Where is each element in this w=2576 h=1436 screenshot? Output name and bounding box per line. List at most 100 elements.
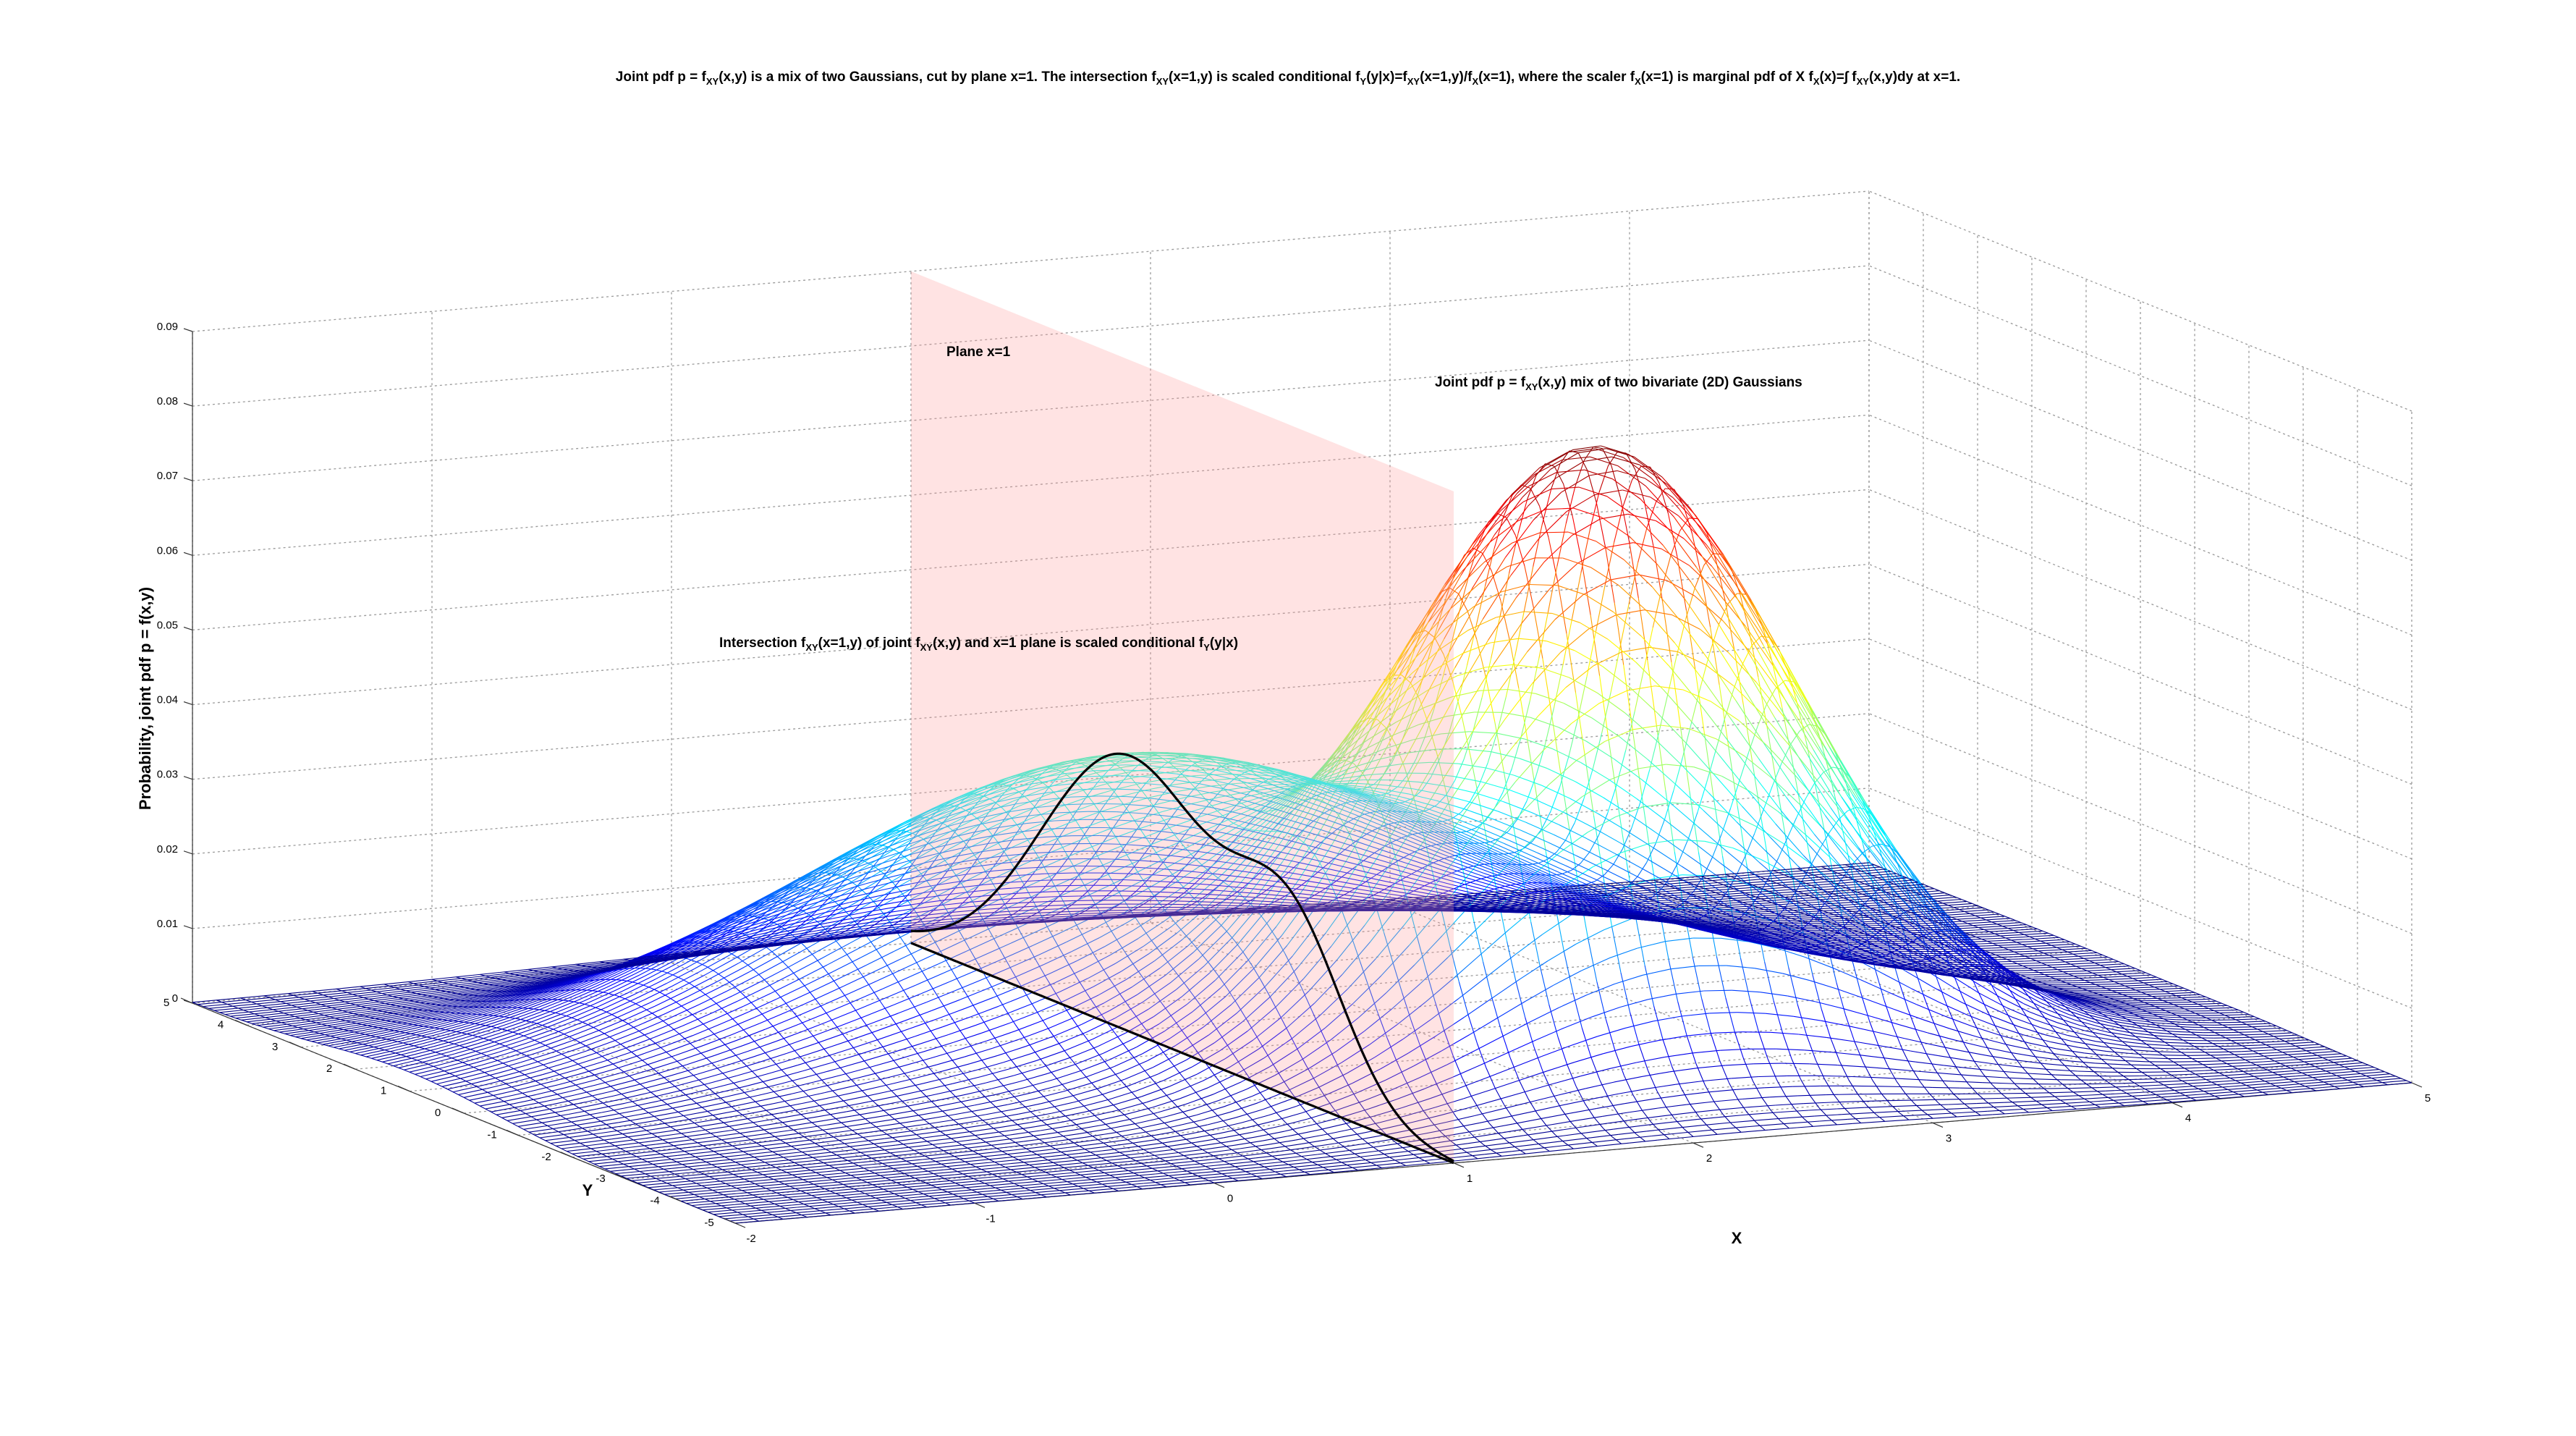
mesh-line [1657,1136,1686,1141]
mesh-line [877,1039,887,1052]
mesh-line [1014,1023,1025,1038]
mesh-line [826,1188,855,1192]
mesh-line [1534,1141,1563,1145]
mesh-line [1056,1041,1067,1054]
mesh-line [1876,1086,1905,1088]
mesh-line [1051,1072,1061,1084]
mesh-line [1167,961,1178,974]
mesh-line [1798,1034,1827,1038]
mesh-line [2043,1105,2072,1109]
mesh-line [1797,1125,1826,1128]
mesh-line [1921,1070,1949,1075]
mesh-line [2116,1094,2144,1098]
mesh-line [1135,966,1145,980]
mesh-line [1902,1049,1912,1068]
mesh-line [952,1060,962,1072]
mesh-line [2099,1086,2128,1089]
mesh-line [725,1183,735,1188]
mesh-line [550,1011,559,1015]
mesh-line [1523,1131,1552,1136]
mesh-line [729,1218,758,1222]
mesh-line [1824,1079,1834,1095]
mesh-line [836,931,846,936]
mesh-line [318,1043,329,1047]
mesh-line [1182,1168,1211,1173]
mesh-line [1831,1052,1860,1056]
mesh-line [792,905,802,911]
mesh-line [760,1160,771,1165]
mesh-line [1507,941,1517,982]
mesh-line [863,1180,873,1186]
mesh-line [710,1149,720,1155]
mesh-line [1742,1031,1771,1033]
mesh-line [988,980,998,997]
mesh-line [858,1201,887,1206]
mesh-line [1635,917,1645,966]
mesh-line [616,994,626,1000]
mesh-line [791,1186,801,1191]
mesh-line [949,1014,959,1029]
mesh-line [716,1136,726,1142]
mesh-line [679,1112,690,1120]
mesh-line [1753,1063,1782,1065]
mesh-line [703,1108,713,1116]
mesh-line [603,1033,614,1040]
mesh-line [1243,1110,1253,1120]
mesh-line [1067,1181,1077,1186]
mesh-line [1090,1179,1101,1184]
mesh-line [1631,801,1641,829]
mesh-line [1491,1080,1520,1091]
mesh-line [784,1157,795,1163]
mesh-line [1252,1119,1262,1129]
mesh-line [1463,731,1474,760]
mesh-line [1172,1163,1200,1167]
mesh-line [1096,1116,1106,1125]
mesh-line [987,829,997,841]
mesh-line [1187,1170,1197,1176]
mesh-line [1949,1073,1978,1077]
mesh-line [831,1191,860,1194]
mesh-line [968,801,979,814]
mesh-line [869,1170,879,1175]
mesh-line [2012,1055,2023,1068]
mesh-line [1330,1156,1340,1162]
mesh-line [1193,1173,1222,1177]
mesh-line [1031,1190,1060,1194]
mesh-line [1486,1068,1496,1089]
mesh-line [1563,950,1574,993]
mesh-line [773,1178,783,1184]
mesh-line [1367,1160,1395,1164]
mesh-line [1137,1018,1148,1032]
mesh-line [1776,1048,1805,1051]
mesh-line [1156,1155,1185,1160]
mesh-line [897,1204,925,1208]
mesh-line [2161,1070,2190,1073]
mesh-line [644,1186,654,1191]
mesh-line [698,1208,708,1213]
mesh-line [574,1061,584,1068]
mesh-line [664,1050,674,1059]
mesh-line [1132,1184,1143,1190]
mesh-line [587,1146,597,1152]
mesh-line [1551,714,1562,774]
mesh-line [583,1128,593,1135]
mesh-line [1030,1165,1041,1170]
mesh-line [732,1209,742,1215]
mesh-line [1574,1115,1603,1122]
mesh-line [1105,1123,1115,1132]
mesh-line [1153,1113,1164,1122]
mesh-line [842,1157,852,1163]
mesh-line [680,1200,690,1206]
mesh-line [748,1068,758,1077]
grid-line [192,190,1870,332]
mesh-line [886,1133,897,1141]
mesh-line [1069,1091,1079,1102]
mesh-line [800,917,810,926]
mesh-line [1384,1150,1412,1155]
grid-line [192,489,1870,631]
mesh-line [1640,1122,1669,1126]
mesh-line [1976,989,1987,1008]
mesh-line [601,1009,611,1015]
mesh-line [1222,1144,1232,1150]
mesh-line [995,1187,1005,1192]
